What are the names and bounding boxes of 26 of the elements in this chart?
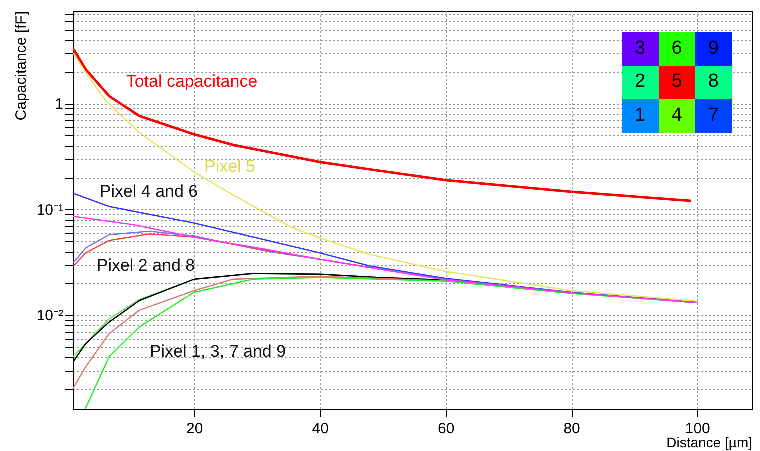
x-tick-label: 20 bbox=[186, 420, 204, 438]
x-tick-label: 100 bbox=[685, 420, 710, 438]
annotation: 9 bbox=[695, 32, 732, 66]
annotation: 2 bbox=[622, 66, 659, 100]
x-axis-title: Distance [µm] bbox=[666, 434, 752, 450]
line-series bbox=[73, 52, 698, 302]
x-tick-label: 40 bbox=[312, 420, 329, 438]
annotation: 5 bbox=[658, 66, 696, 100]
y-tick-label: 10⁻² bbox=[36, 308, 64, 325]
annotation: Pixel 5 bbox=[204, 157, 256, 177]
y-tick-label: 10⁻¹ bbox=[36, 202, 64, 219]
annotation: Pixel 4 and 6 bbox=[100, 182, 198, 202]
annotation: Pixel 1, 3, 7 and 9 bbox=[150, 342, 286, 362]
line-series bbox=[73, 216, 698, 304]
annotation: 6 bbox=[658, 32, 696, 66]
annotation: 3 bbox=[622, 32, 659, 66]
y-axis-title: Capacitance [fF] bbox=[12, 12, 30, 121]
annotation: 1 bbox=[622, 99, 659, 133]
annotation: 4 bbox=[658, 99, 696, 133]
annotation: Pixel 2 and 8 bbox=[96, 256, 196, 276]
x-tick-label: 80 bbox=[564, 420, 580, 438]
annotation: Total capacitance bbox=[126, 72, 258, 92]
x-tick-label: 60 bbox=[438, 420, 455, 438]
annotation: 8 bbox=[695, 66, 732, 100]
annotation: 7 bbox=[695, 99, 732, 133]
y-tick-label: 1 bbox=[55, 96, 64, 114]
